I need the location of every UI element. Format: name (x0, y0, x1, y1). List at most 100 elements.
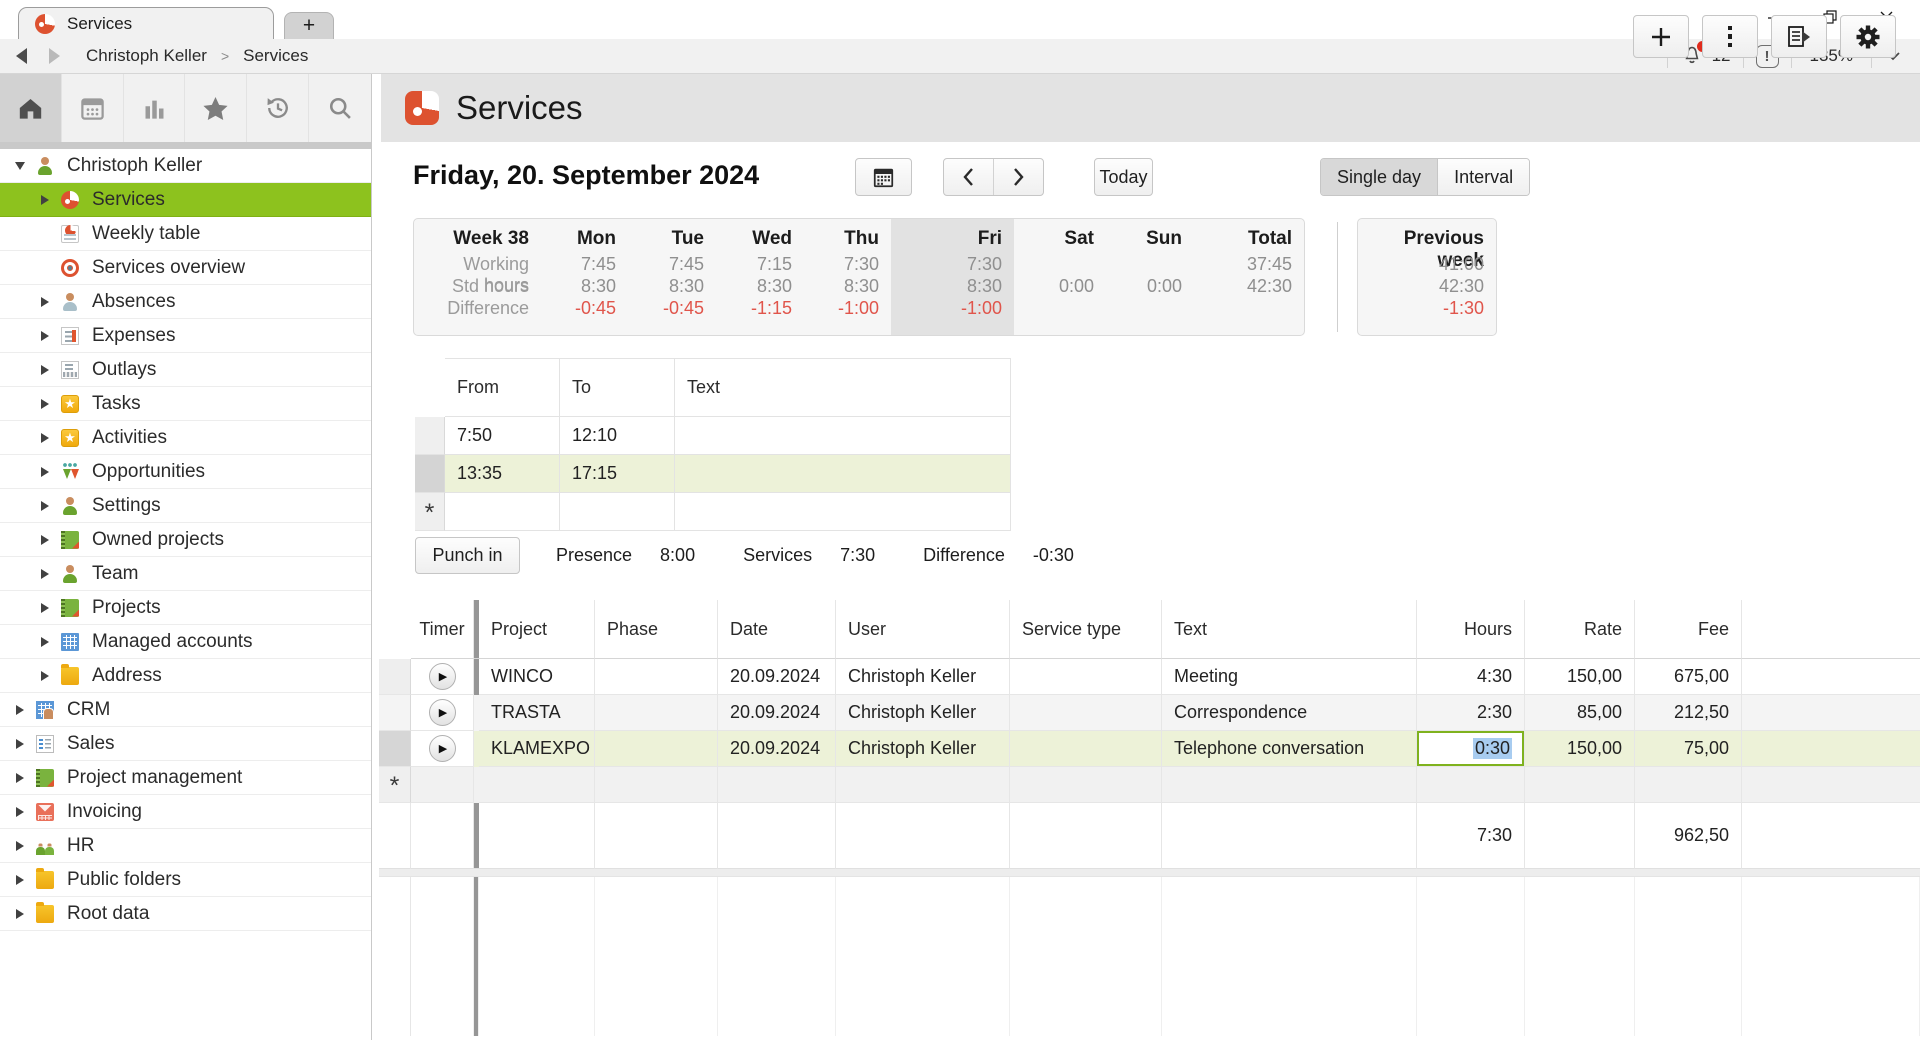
tree-item-tasks[interactable]: Tasks (0, 387, 371, 421)
service-type-cell[interactable] (1010, 659, 1162, 695)
expander-collapsed-icon[interactable] (37, 330, 52, 341)
date-cell-empty[interactable] (718, 767, 836, 803)
hours-cell-editing[interactable]: 0:30 (1417, 731, 1525, 767)
hours-cell[interactable]: 4:30 (1417, 659, 1525, 695)
expander-collapsed-icon[interactable] (37, 670, 52, 681)
to-cell[interactable]: 17:15 (560, 455, 675, 493)
expander-collapsed-icon[interactable] (12, 806, 27, 817)
col-header-rate[interactable]: Rate (1525, 600, 1635, 659)
back-button[interactable] (16, 48, 27, 64)
user-cell[interactable]: Christoph Keller (836, 659, 1010, 695)
text-cell[interactable]: Meeting (1162, 659, 1417, 695)
col-header-from[interactable]: From (445, 358, 560, 417)
expander-collapsed-icon[interactable] (37, 194, 52, 205)
project-cell[interactable]: KLAMEXPO (479, 731, 595, 767)
expander-collapsed-icon[interactable] (37, 296, 52, 307)
text-cell[interactable] (675, 417, 1011, 455)
rate-cell[interactable]: 150,00 (1525, 731, 1635, 767)
date-picker-button[interactable] (855, 158, 912, 196)
service-row-winco[interactable]: WINCO 20.09.2024 Christoph Keller Meetin… (379, 659, 1920, 695)
expander-collapsed-icon[interactable] (12, 908, 27, 919)
tree-item-settings[interactable]: Settings (0, 489, 371, 523)
tree-item-christoph-keller[interactable]: Christoph Keller (0, 149, 371, 183)
tree-item-expenses[interactable]: Expenses (0, 319, 371, 353)
report-button[interactable] (1771, 15, 1827, 58)
presence-new-row[interactable]: * (415, 493, 1011, 531)
expander-collapsed-icon[interactable] (37, 602, 52, 613)
service-type-cell-empty[interactable] (1010, 767, 1162, 803)
col-header-text[interactable]: Text (1162, 600, 1417, 659)
sidebar-tab-home[interactable] (0, 74, 62, 142)
rate-cell[interactable]: 85,00 (1525, 695, 1635, 731)
expander-collapsed-icon[interactable] (37, 500, 52, 511)
project-cell-empty[interactable] (479, 767, 595, 803)
expander-collapsed-icon[interactable] (12, 874, 27, 885)
breadcrumb-page[interactable]: Services (243, 46, 309, 65)
fee-cell[interactable]: 675,00 (1635, 659, 1742, 695)
services-new-row[interactable]: * (379, 767, 1920, 803)
text-cell[interactable] (675, 455, 1011, 493)
user-cell[interactable]: Christoph Keller (836, 731, 1010, 767)
add-button[interactable] (1633, 15, 1689, 58)
hours-cell-empty[interactable] (1417, 767, 1525, 803)
more-options-button[interactable] (1702, 15, 1758, 58)
expander-expanded-icon[interactable] (12, 161, 27, 170)
from-cell-empty[interactable] (445, 493, 560, 531)
service-type-cell[interactable] (1010, 731, 1162, 767)
previous-week-card[interactable]: Previous week 41:00 42:30 -1:30 (1357, 218, 1497, 336)
tree-item-hr[interactable]: HR (0, 829, 371, 863)
toggle-interval[interactable]: Interval (1437, 159, 1530, 195)
row-selector[interactable] (379, 731, 411, 767)
text-cell-empty[interactable] (675, 493, 1011, 531)
tree-item-owned-projects[interactable]: Owned projects (0, 523, 371, 557)
col-header-user[interactable]: User (836, 600, 1010, 659)
row-selector[interactable] (379, 659, 411, 695)
tree-item-sales[interactable]: Sales (0, 727, 371, 761)
service-row-klamexpo-selected[interactable]: KLAMEXPO 20.09.2024 Christoph Keller Tel… (379, 731, 1920, 767)
timer-play-button[interactable] (428, 735, 456, 762)
phase-cell[interactable] (595, 695, 718, 731)
phase-cell[interactable] (595, 731, 718, 767)
rate-cell-empty[interactable] (1525, 767, 1635, 803)
col-header-fee[interactable]: Fee (1635, 600, 1742, 659)
project-cell[interactable]: WINCO (479, 659, 595, 695)
week-col-tue[interactable]: Tue 7:45 8:30 -0:45 (628, 219, 716, 335)
expander-collapsed-icon[interactable] (12, 738, 27, 749)
user-cell-empty[interactable] (836, 767, 1010, 803)
timer-play-button[interactable] (428, 699, 456, 726)
timer-cell-empty[interactable] (411, 767, 474, 803)
text-cell[interactable]: Telephone conversation (1162, 731, 1417, 767)
expander-collapsed-icon[interactable] (37, 568, 52, 579)
col-header-text[interactable]: Text (675, 358, 1011, 417)
tree-item-project-management[interactable]: Project management (0, 761, 371, 795)
row-selector[interactable] (415, 417, 445, 455)
expander-collapsed-icon[interactable] (37, 364, 52, 375)
next-day-button[interactable] (994, 159, 1044, 195)
text-cell-empty[interactable] (1162, 767, 1417, 803)
expander-collapsed-icon[interactable] (12, 772, 27, 783)
col-header-date[interactable]: Date (718, 600, 836, 659)
forward-button[interactable] (49, 48, 60, 64)
tree-item-address[interactable]: Address (0, 659, 371, 693)
project-cell[interactable]: TRASTA (479, 695, 595, 731)
punch-in-button[interactable]: Punch in (415, 537, 520, 574)
week-col-wed[interactable]: Wed 7:15 8:30 -1:15 (716, 219, 804, 335)
tree-item-absences[interactable]: Absences (0, 285, 371, 319)
from-cell[interactable]: 7:50 (445, 417, 560, 455)
sidebar-tab-search[interactable] (309, 74, 371, 142)
sidebar-tab-reports[interactable] (124, 74, 186, 142)
settings-button[interactable] (1840, 15, 1896, 58)
tree-item-invoicing[interactable]: Invoicing (0, 795, 371, 829)
col-header-hours[interactable]: Hours (1417, 600, 1525, 659)
tab-services[interactable]: Services (18, 7, 274, 39)
breadcrumb-user[interactable]: Christoph Keller (86, 46, 207, 65)
to-cell-empty[interactable] (560, 493, 675, 531)
text-cell[interactable]: Correspondence (1162, 695, 1417, 731)
week-col-thu[interactable]: Thu 7:30 8:30 -1:00 (804, 219, 891, 335)
tree-item-managed-accounts[interactable]: Managed accounts (0, 625, 371, 659)
hours-edit-box[interactable]: 0:30 (1417, 731, 1524, 766)
new-tab-button[interactable]: + (284, 12, 334, 39)
tree-item-team[interactable]: Team (0, 557, 371, 591)
sidebar-splitter[interactable] (0, 142, 371, 149)
date-cell[interactable]: 20.09.2024 (718, 659, 836, 695)
